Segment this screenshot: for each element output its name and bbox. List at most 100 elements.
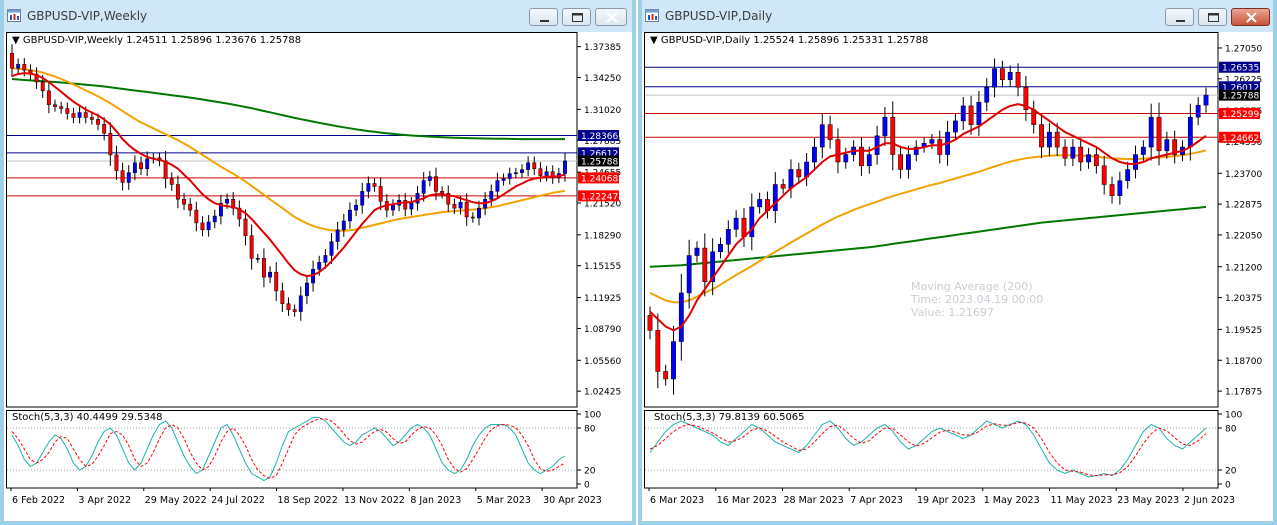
candle-body (866, 154, 872, 167)
candle-body (526, 162, 531, 170)
maximize-button[interactable] (562, 8, 591, 26)
main-plot-border (644, 32, 1219, 408)
candle-body (489, 191, 494, 200)
candle-body (520, 169, 524, 173)
candle-body (780, 184, 786, 189)
time-axis-label: 11 May 2023 (1050, 495, 1112, 506)
price-tick-label: 1.02425 (584, 388, 621, 398)
candle-body (1015, 72, 1021, 88)
close-button[interactable] (1231, 8, 1270, 26)
candle-body (458, 201, 463, 209)
candle-body (1203, 94, 1209, 106)
candle-body (415, 193, 420, 204)
price-label-background (578, 190, 619, 202)
candle-body (274, 271, 279, 292)
candle-body (470, 216, 475, 219)
candle-body (378, 186, 383, 202)
candle-body (749, 206, 755, 238)
candle-body (495, 180, 500, 192)
candle-body (182, 199, 186, 205)
dropdown-triangle-icon: ▼ (12, 35, 20, 46)
chart-window-weekly[interactable]: GBPUSD-VIP,Weekly 1.37385 1.34250 1.31020 1… (0, 0, 636, 525)
chart-canvas[interactable]: 1.270501.262251.253751.245501.237001.228… (644, 32, 1273, 521)
candle-body (409, 202, 414, 210)
title-bar[interactable]: GBPUSD-VIP,Daily (638, 0, 1277, 32)
candle-body (120, 170, 125, 183)
time-axis-label: 23 May 2023 (1117, 495, 1179, 506)
candle-body (1109, 184, 1115, 196)
candle-body (1156, 116, 1162, 152)
candle-body (16, 63, 21, 69)
candle-body (953, 120, 958, 133)
candle-body (772, 184, 778, 211)
candle-body (348, 209, 352, 222)
candle-body (1140, 146, 1146, 155)
candle-body (354, 204, 359, 211)
price-tick-label: 1.18700 (1225, 357, 1262, 367)
price-label-background (578, 155, 619, 167)
candle-body (218, 202, 223, 217)
candle-body (694, 247, 700, 256)
candle-body (427, 176, 432, 181)
chart-window-daily[interactable]: GBPUSD-VIP,Daily 1.270501.262251.253751.… (638, 0, 1277, 525)
candle-body (513, 172, 518, 174)
price-tick-label: 1.31020 (584, 106, 621, 116)
candle-body (507, 173, 512, 179)
price-tick-label: 1.23700 (1225, 170, 1262, 180)
price-tick-label: 1.11925 (584, 294, 621, 304)
stochastic-tick-label: 80 (1225, 425, 1237, 435)
price-tick-label: 1.26225 (1225, 75, 1262, 85)
candle-body (1078, 146, 1084, 163)
candle-body (225, 199, 229, 204)
candle-body (671, 341, 676, 380)
candle-body (440, 191, 445, 194)
price-label-background (1219, 131, 1260, 143)
minimize-button[interactable] (1165, 8, 1194, 26)
candle-body (132, 162, 137, 173)
candle-body (280, 290, 285, 304)
candle-body (434, 176, 438, 192)
candle-body (89, 117, 94, 120)
minimize-icon (540, 20, 549, 22)
candle-body (1117, 180, 1123, 196)
candle-body (341, 220, 346, 231)
stochastic-tick-label: 80 (584, 425, 596, 435)
candle-body (819, 124, 825, 148)
candle-body (725, 229, 731, 245)
price-label-background (1219, 107, 1260, 119)
price-label-background (1219, 89, 1260, 101)
time-axis-label: 28 Mar 2023 (783, 495, 843, 506)
candle-body (464, 201, 469, 218)
stochastic-label: Stoch(5,3,3) 40.4499 29.5348 (12, 412, 163, 423)
price-label-background (578, 130, 619, 142)
candle-body (843, 154, 849, 163)
moving-average-slow (649, 205, 1207, 268)
price-chart[interactable]: 1.373851.342501.310201.278851.246551.215… (6, 32, 632, 521)
candle-body (175, 184, 180, 200)
price-tick-label: 1.20375 (1225, 294, 1262, 304)
price-label: 1.25788 (1222, 92, 1259, 102)
candle-body (329, 241, 334, 256)
time-axis-label: 29 May 2022 (145, 495, 207, 506)
candle-body (1195, 104, 1201, 118)
candle-body (83, 112, 88, 118)
close-icon (1246, 12, 1257, 23)
candle-body (859, 146, 864, 167)
candle-body (563, 160, 567, 174)
title-bar[interactable]: GBPUSD-VIP,Weekly (0, 0, 636, 32)
candle-body (65, 108, 70, 114)
candle-body (906, 154, 911, 170)
candle-body (1187, 116, 1193, 148)
close-button[interactable] (595, 8, 627, 26)
candle-body (655, 330, 661, 372)
chart-window-icon (645, 9, 659, 22)
chart-canvas[interactable]: 1.373851.342501.310201.278851.246551.215… (6, 32, 632, 521)
candle-body (317, 262, 322, 270)
price-chart[interactable]: 1.270501.262251.253751.245501.237001.228… (644, 32, 1273, 521)
candle-body (200, 222, 205, 231)
candle-body (292, 309, 297, 312)
candle-body (304, 282, 309, 297)
maximize-button[interactable] (1198, 8, 1227, 26)
minimize-button[interactable] (529, 8, 558, 26)
price-tick-label: 1.27050 (1225, 44, 1262, 54)
